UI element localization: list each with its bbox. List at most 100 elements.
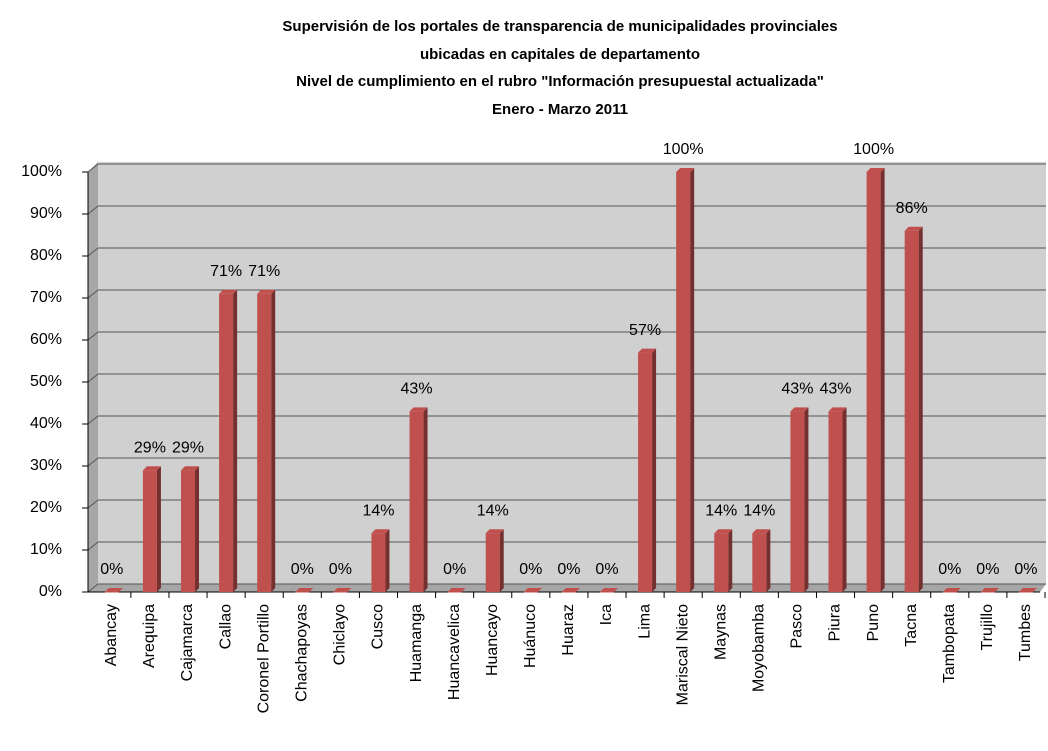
bar (599, 588, 618, 593)
x-tick-label: Abancay (103, 604, 120, 666)
data-label: 0% (1014, 561, 1037, 578)
x-tick-label: Piura (827, 604, 844, 641)
data-label: 0% (976, 561, 999, 578)
x-tick-label: Huancayo (484, 604, 501, 676)
bar (447, 588, 466, 593)
grid-line (87, 499, 99, 509)
bar (371, 529, 390, 592)
x-tick-label: Lima (636, 604, 653, 639)
data-label: 14% (362, 502, 394, 519)
bar (866, 168, 885, 592)
bar (219, 289, 238, 592)
data-label: 0% (100, 561, 123, 578)
data-label: 0% (443, 561, 466, 578)
y-tick-label: 90% (30, 205, 62, 222)
data-label: 14% (743, 502, 775, 519)
bar (790, 407, 809, 592)
grid-line (87, 415, 99, 425)
bar (676, 168, 695, 592)
x-tick-label: Callao (217, 604, 234, 649)
bar (333, 588, 352, 593)
grid-line (87, 583, 99, 593)
bar (142, 466, 161, 592)
bar (828, 407, 847, 592)
data-label: 0% (938, 561, 961, 578)
data-label: 43% (781, 381, 813, 398)
x-tick-label: Chiclayo (332, 604, 349, 665)
x-tick-label: Coronel Portillo (255, 604, 272, 713)
back-wall (98, 162, 1046, 584)
x-tick-label: Huaraz (560, 604, 577, 656)
x-tick-label: Moyobamba (751, 604, 768, 692)
x-tick-label: Trujillo (979, 604, 996, 651)
side-wall (88, 162, 98, 592)
data-label: 0% (519, 561, 542, 578)
data-label: 100% (663, 141, 704, 158)
x-tick-label: Tumbes (1017, 604, 1034, 661)
bar (752, 529, 771, 592)
data-label: 43% (401, 381, 433, 398)
y-tick-label: 10% (30, 541, 62, 558)
x-tick-label: Huánuco (522, 604, 539, 668)
y-tick-label: 50% (30, 373, 62, 390)
y-tick-label: 0% (39, 583, 62, 600)
bar (257, 289, 276, 592)
data-label: 0% (291, 561, 314, 578)
bar (523, 588, 542, 593)
bar (485, 529, 504, 592)
data-label: 0% (557, 561, 580, 578)
y-tick-label: 60% (30, 331, 62, 348)
data-label: 29% (134, 439, 166, 456)
bar (409, 407, 428, 592)
x-tick-label: Huancavelica (446, 604, 463, 700)
data-label: 86% (896, 200, 928, 217)
bar (904, 226, 923, 593)
bar (942, 588, 961, 593)
y-tick-label: 100% (21, 163, 62, 180)
grid-line (87, 205, 99, 215)
data-label: 43% (820, 381, 852, 398)
chart-title: Enero - Marzo 2011 (492, 101, 628, 118)
bar (181, 466, 200, 592)
x-tick-label: Ica (598, 604, 615, 625)
data-label: 29% (172, 439, 204, 456)
chart-title: Nivel de cumplimiento en el rubro "Infor… (296, 73, 824, 90)
data-label: 100% (853, 141, 894, 158)
x-tick-label: Huamanga (408, 604, 425, 682)
chart-title: ubicadas en capitales de departamento (420, 46, 700, 63)
x-tick-label: Mariscal Nieto (674, 604, 691, 705)
bar (714, 529, 733, 592)
data-label: 14% (477, 502, 509, 519)
chart-title: Supervisión de los portales de transpare… (282, 18, 837, 35)
y-tick-label: 30% (30, 457, 62, 474)
x-tick-label: Pasco (789, 604, 806, 649)
x-tick-label: Chachapoyas (294, 604, 311, 702)
grid-line (87, 331, 99, 341)
data-label: 0% (329, 561, 352, 578)
bar (104, 588, 123, 593)
data-label: 14% (705, 502, 737, 519)
bar (980, 588, 999, 593)
x-tick-label: Maynas (712, 604, 729, 660)
x-tick-label: Tacna (903, 604, 920, 647)
grid-line (87, 373, 99, 383)
bar (295, 588, 314, 593)
grid-line (87, 541, 99, 551)
grid-line (87, 457, 99, 467)
grid-line (87, 247, 99, 257)
data-label: 71% (248, 263, 280, 280)
bar (561, 588, 580, 593)
grid-line (87, 289, 99, 299)
y-tick-label: 40% (30, 415, 62, 432)
y-tick-label: 80% (30, 247, 62, 264)
x-tick-label: Tambopata (941, 604, 958, 683)
x-tick-label: Puno (865, 604, 882, 641)
bar (638, 348, 657, 592)
x-tick-label: Cusco (370, 604, 387, 649)
y-tick-label: 20% (30, 499, 62, 516)
bar (1018, 588, 1037, 593)
data-label: 71% (210, 263, 242, 280)
x-tick-label: Arequipa (141, 604, 158, 668)
grid-line (87, 163, 99, 173)
